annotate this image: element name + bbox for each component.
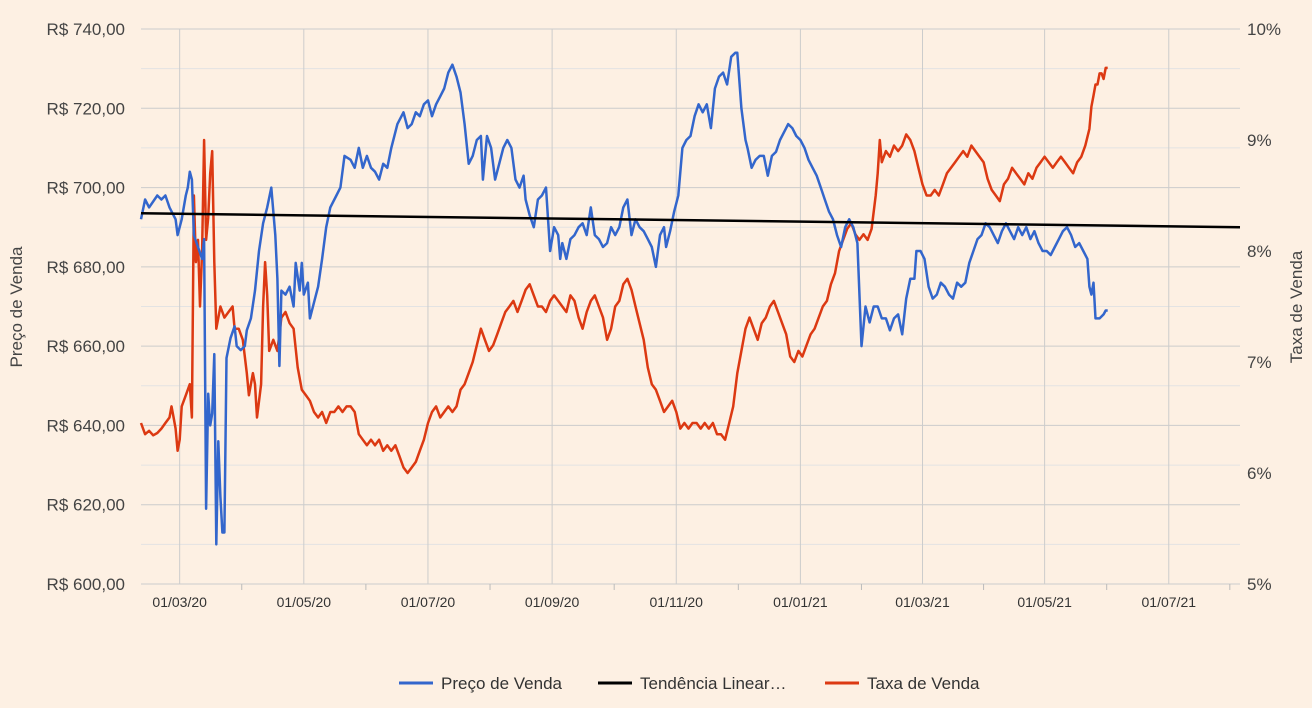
- left-tick-label: R$ 660,00: [47, 337, 125, 356]
- series-line-preco: [139, 51, 1108, 546]
- x-tick-label: 01/11/20: [650, 594, 704, 610]
- legend-item-taxa[interactable]: Taxa de Venda: [825, 674, 980, 693]
- right-tick-label: 9%: [1247, 131, 1272, 150]
- left-axis-title: Preço de Venda: [7, 246, 26, 368]
- left-tick-label: R$ 620,00: [47, 496, 125, 515]
- x-tick-label: 01/01/21: [773, 594, 828, 610]
- x-tick-label: 01/05/21: [1017, 594, 1072, 610]
- left-tick-label: R$ 640,00: [47, 416, 125, 435]
- right-axis-title: Taxa de Venda: [1287, 250, 1306, 363]
- right-axis-ticks: 5% 6% 7% 8% 9% 10%: [1247, 20, 1281, 594]
- right-tick-label: 8%: [1247, 242, 1272, 261]
- legend-item-preco[interactable]: Preço de Venda: [399, 674, 563, 693]
- minor-gridlines: [141, 68, 1240, 545]
- right-tick-label: 5%: [1247, 575, 1272, 594]
- left-tick-label: R$ 600,00: [47, 575, 125, 594]
- left-tick-label: R$ 680,00: [47, 258, 125, 277]
- legend-label-taxa: Taxa de Venda: [867, 674, 980, 693]
- legend-item-tendencia[interactable]: Tendência Linear…: [598, 674, 786, 693]
- left-tick-label: R$ 720,00: [47, 99, 125, 118]
- x-tick-label: 01/09/20: [525, 594, 580, 610]
- legend-label-tendencia: Tendência Linear…: [640, 674, 786, 693]
- x-tick-label: 01/03/21: [895, 594, 950, 610]
- left-tick-label: R$ 700,00: [47, 179, 125, 198]
- right-tick-label: 7%: [1247, 353, 1272, 372]
- legend-label-preco: Preço de Venda: [441, 674, 563, 693]
- left-axis-ticks: R$ 600,00 R$ 620,00 R$ 640,00 R$ 660,00 R$ 6…: [47, 20, 125, 594]
- series-line-tendencia: [140, 212, 1241, 229]
- right-tick-label: 6%: [1247, 464, 1272, 483]
- left-tick-label: R$ 740,00: [47, 20, 125, 39]
- x-tick-label: 01/03/20: [152, 594, 207, 610]
- x-tick-label: 01/05/20: [277, 594, 332, 610]
- legend: Preço de Venda Tendência Linear… Taxa de…: [399, 674, 980, 693]
- x-tick-label: 01/07/20: [401, 594, 456, 610]
- x-axis-ticks: 01/03/20 01/05/20 01/07/20 01/09/20 01/11/20…: [152, 584, 1231, 610]
- right-tick-label: 10%: [1247, 20, 1281, 39]
- series-lines: [139, 51, 1241, 546]
- x-tick-label: 01/07/21: [1142, 594, 1197, 610]
- series-line-taxa: [139, 66, 1108, 475]
